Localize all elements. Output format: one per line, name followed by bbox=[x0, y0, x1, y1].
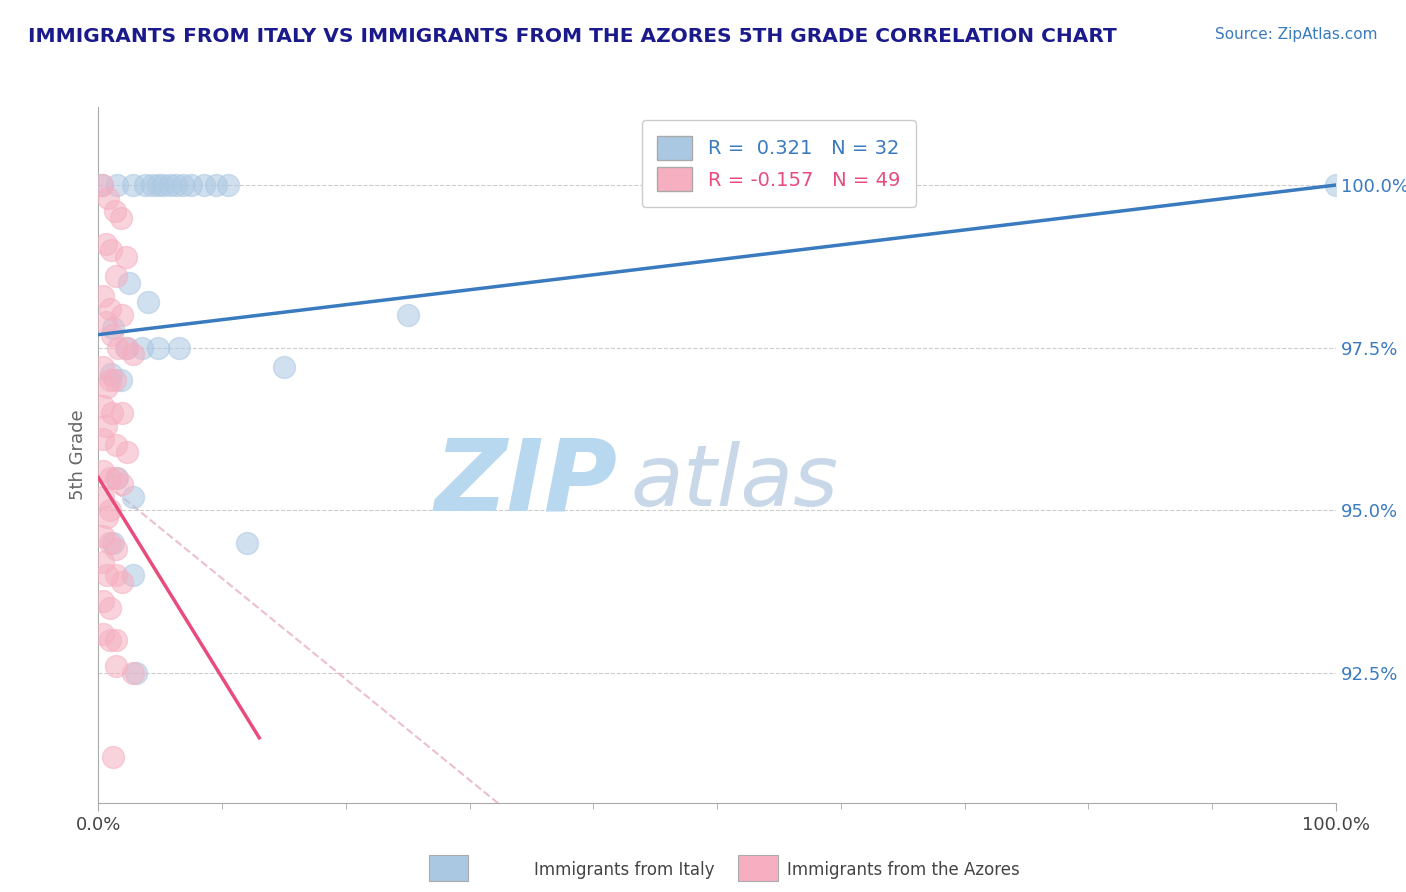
Point bbox=[105, 471, 128, 485]
Point bbox=[103, 321, 125, 335]
Point bbox=[96, 568, 118, 582]
Point bbox=[98, 600, 121, 615]
Point bbox=[110, 373, 132, 387]
Point bbox=[101, 406, 124, 420]
Point bbox=[96, 379, 118, 393]
Point bbox=[111, 574, 134, 589]
Point bbox=[104, 269, 127, 284]
Point bbox=[115, 444, 138, 458]
Point bbox=[111, 477, 134, 491]
Point bbox=[141, 178, 163, 192]
Point bbox=[91, 178, 114, 192]
Point bbox=[93, 529, 115, 543]
Point bbox=[94, 315, 117, 329]
Point bbox=[100, 243, 122, 257]
Point bbox=[217, 178, 239, 192]
Point bbox=[101, 327, 124, 342]
Point bbox=[104, 659, 127, 673]
Point bbox=[103, 204, 125, 219]
Point bbox=[94, 418, 117, 433]
Text: Immigrants from the Azores: Immigrants from the Azores bbox=[787, 861, 1021, 879]
Point bbox=[93, 399, 115, 413]
Point bbox=[122, 490, 145, 504]
Point bbox=[105, 178, 128, 192]
Point bbox=[165, 178, 187, 192]
Point bbox=[122, 347, 145, 361]
Point bbox=[146, 178, 169, 192]
Legend: R =  0.321   N = 32, R = -0.157   N = 49: R = 0.321 N = 32, R = -0.157 N = 49 bbox=[643, 120, 915, 207]
Point bbox=[98, 373, 121, 387]
Point bbox=[114, 250, 136, 264]
Point bbox=[111, 308, 134, 322]
Text: IMMIGRANTS FROM ITALY VS IMMIGRANTS FROM THE AZORES 5TH GRADE CORRELATION CHART: IMMIGRANTS FROM ITALY VS IMMIGRANTS FROM… bbox=[28, 27, 1116, 45]
Point bbox=[172, 178, 194, 192]
Point bbox=[134, 178, 156, 192]
Point bbox=[159, 178, 181, 192]
Point bbox=[103, 535, 125, 549]
Point bbox=[273, 360, 295, 375]
Point bbox=[122, 665, 145, 680]
Point bbox=[104, 542, 127, 557]
Point bbox=[104, 568, 127, 582]
Point bbox=[114, 341, 136, 355]
Point bbox=[103, 373, 125, 387]
Point bbox=[193, 178, 215, 192]
Point bbox=[236, 535, 259, 549]
Point bbox=[180, 178, 202, 192]
Point bbox=[93, 555, 115, 569]
Point bbox=[98, 535, 121, 549]
Point bbox=[98, 503, 121, 517]
Point bbox=[100, 367, 122, 381]
Point bbox=[98, 633, 121, 648]
Text: Immigrants from Italy: Immigrants from Italy bbox=[534, 861, 714, 879]
Point bbox=[93, 490, 115, 504]
Point bbox=[152, 178, 174, 192]
Point bbox=[103, 750, 125, 764]
Point bbox=[93, 432, 115, 446]
Y-axis label: 5th Grade: 5th Grade bbox=[69, 409, 87, 500]
Point bbox=[124, 665, 146, 680]
Point bbox=[91, 178, 114, 192]
Point bbox=[110, 211, 132, 225]
Text: atlas: atlas bbox=[630, 442, 838, 524]
Point bbox=[118, 276, 141, 290]
Point bbox=[111, 406, 134, 420]
Point bbox=[93, 288, 115, 302]
Point bbox=[98, 301, 121, 316]
Point bbox=[122, 568, 145, 582]
Point bbox=[104, 471, 127, 485]
Point bbox=[98, 471, 121, 485]
Point bbox=[115, 341, 138, 355]
Point bbox=[136, 295, 159, 310]
Point bbox=[97, 191, 120, 205]
Point bbox=[107, 341, 129, 355]
Point bbox=[167, 341, 190, 355]
Point bbox=[205, 178, 228, 192]
Point bbox=[93, 360, 115, 375]
Point bbox=[104, 438, 127, 452]
Point bbox=[94, 236, 117, 251]
Point bbox=[122, 178, 145, 192]
Point bbox=[396, 308, 419, 322]
Text: ZIP: ZIP bbox=[434, 434, 619, 532]
Point bbox=[146, 341, 169, 355]
Point bbox=[1324, 178, 1347, 192]
Point bbox=[93, 594, 115, 608]
Point bbox=[104, 633, 127, 648]
Text: Source: ZipAtlas.com: Source: ZipAtlas.com bbox=[1215, 27, 1378, 42]
Point bbox=[131, 341, 153, 355]
Point bbox=[93, 626, 115, 640]
Point bbox=[96, 509, 118, 524]
Point bbox=[93, 464, 115, 478]
